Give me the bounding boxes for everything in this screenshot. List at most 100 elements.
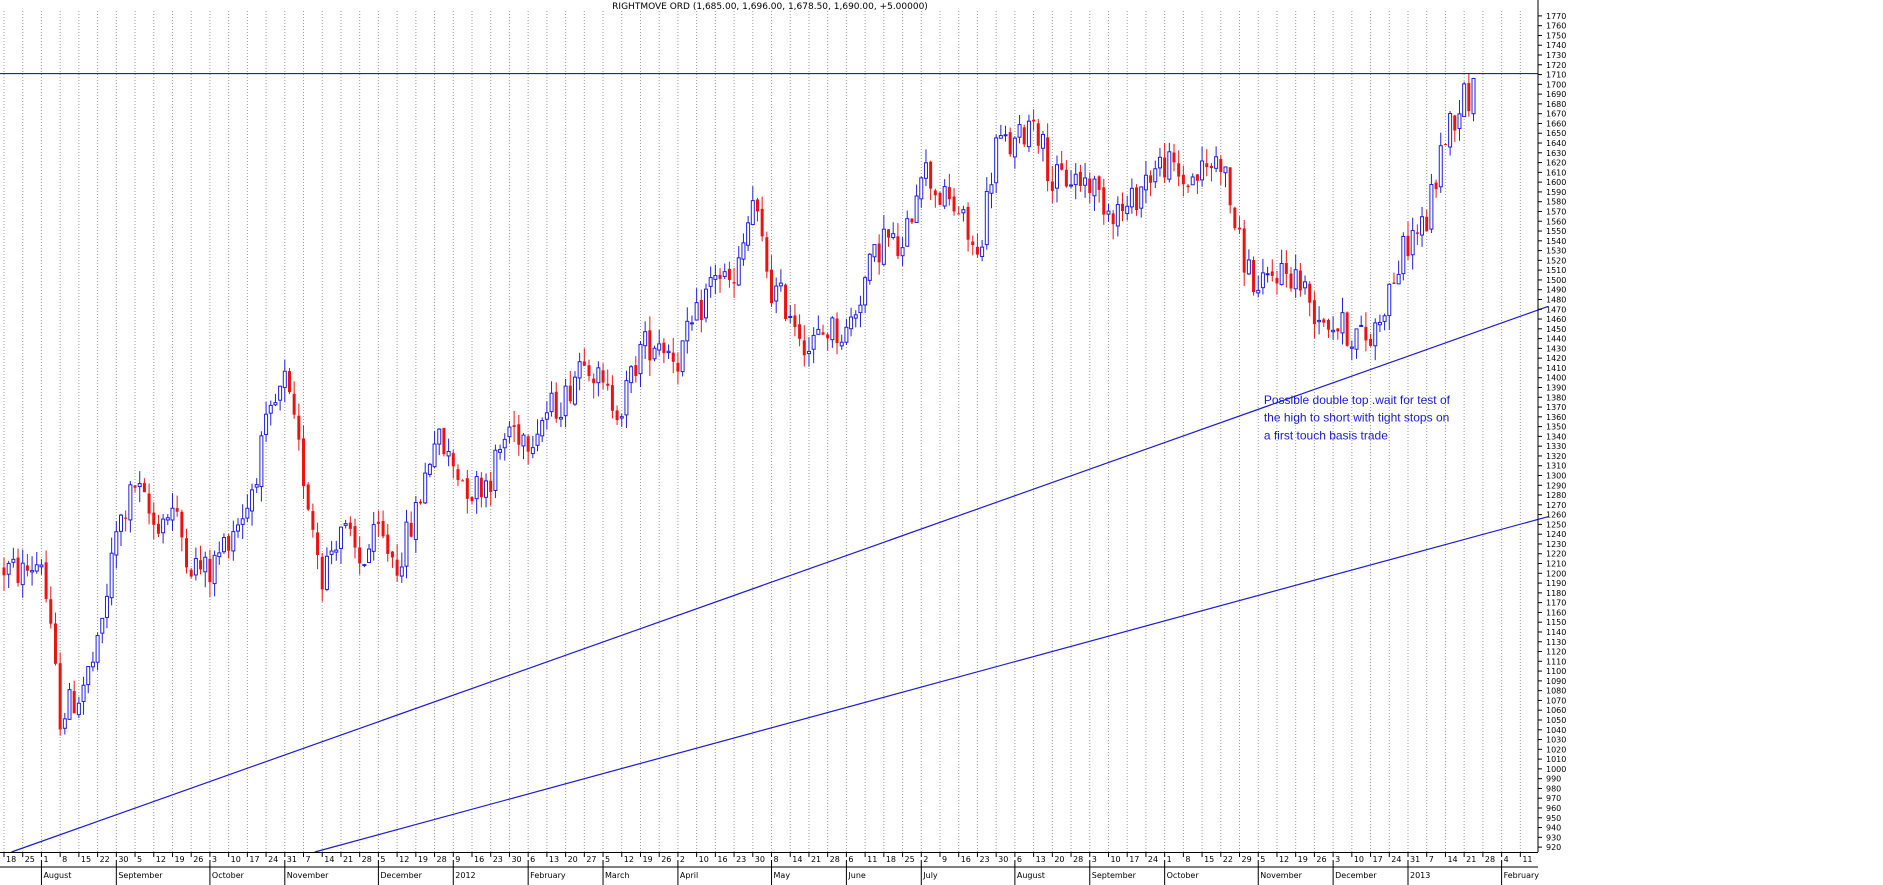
candle-body-up <box>1401 235 1406 275</box>
y-tick-label: 1770 <box>1546 12 1566 21</box>
candle-body-down <box>615 410 619 421</box>
candle-body-up <box>1429 183 1434 230</box>
x-tick-label: 19 <box>642 855 652 864</box>
y-tick-label: 1470 <box>1546 305 1566 314</box>
candle-body-down <box>770 269 774 304</box>
candle-body-down <box>1326 319 1330 330</box>
candle-body-up <box>652 347 657 360</box>
candle-body-down <box>44 562 48 599</box>
candle-body-up <box>961 209 966 214</box>
month-label: October <box>1167 871 1200 880</box>
y-tick-label: 1020 <box>1546 745 1566 754</box>
candle-body-up <box>774 285 779 302</box>
candle-body-down <box>133 485 137 488</box>
candle-body-up <box>638 343 643 375</box>
x-tick-label: 18 <box>6 855 16 864</box>
candle-body-up <box>1462 83 1467 118</box>
candle-body-up <box>619 416 624 419</box>
candle-body-down <box>180 511 184 538</box>
candle-body-down <box>1205 163 1209 168</box>
candle-body-down <box>798 324 802 339</box>
annotation-text: a first touch basis trade <box>1264 428 1388 442</box>
candle-body-up <box>20 562 25 586</box>
candle-body-up <box>95 635 100 663</box>
x-tick-label: 15 <box>81 855 91 864</box>
candle-body-down <box>1121 203 1125 211</box>
y-tick-label: 1640 <box>1546 139 1566 148</box>
x-tick-label: 5 <box>1260 855 1265 864</box>
candle-body-down <box>1322 319 1326 323</box>
candle-body-down <box>292 393 296 415</box>
x-tick-label: 20 <box>1054 855 1064 864</box>
candle-body-down <box>765 237 769 272</box>
candle-body-down <box>456 469 460 480</box>
candle-body-down <box>465 478 469 499</box>
candle-body-up <box>76 702 81 716</box>
candle-body-down <box>53 623 57 664</box>
candle-body-up <box>1200 160 1205 181</box>
candle-body-up <box>689 322 694 325</box>
candle-body-up <box>863 277 868 306</box>
candle-body-up <box>1214 156 1219 169</box>
x-tick-label: 26 <box>661 855 671 864</box>
candle-body-up <box>914 195 919 224</box>
x-tick-label: 1 <box>1167 855 1172 864</box>
y-tick-label: 1160 <box>1546 608 1566 617</box>
candle-body-down <box>25 565 29 571</box>
x-tick-label: 9 <box>455 855 460 864</box>
x-tick-label: 9 <box>942 855 947 864</box>
y-tick-label: 1480 <box>1546 295 1566 304</box>
y-tick-label: 1720 <box>1546 61 1566 70</box>
vertical-grid <box>3 11 1521 852</box>
candle-body-up <box>404 521 409 567</box>
y-tick-label: 1410 <box>1546 364 1566 373</box>
candle-body-down <box>419 501 423 504</box>
x-tick-label: 28 <box>362 855 372 864</box>
date-axis: 18 25 1 8 15 22 30 5 12 19 26 3 10 17 24 31 7 14 21 28 5 12 19… <box>0 852 1539 885</box>
candle-body-up <box>1143 174 1148 191</box>
candle-body-down <box>1434 182 1438 190</box>
annotation-text: Possible double top .wait for test of <box>1264 393 1451 407</box>
candle-body-up <box>624 380 629 416</box>
candle-body-up <box>1012 137 1017 158</box>
candle-body-up <box>980 246 985 258</box>
candle-body-down <box>287 371 291 393</box>
candle-body-down <box>1364 326 1368 341</box>
candle-body-up <box>1055 164 1059 189</box>
y-tick-label: 1490 <box>1546 286 1566 295</box>
candle-body-down <box>1270 271 1274 276</box>
x-tick-label: 16 <box>474 855 484 864</box>
candle-body-down <box>938 192 942 205</box>
candle-body-down <box>975 246 979 255</box>
y-tick-label: 1690 <box>1546 90 1566 99</box>
y-tick-label: 1390 <box>1546 383 1566 392</box>
y-tick-label: 1750 <box>1546 31 1566 40</box>
candle-body-up <box>109 552 114 599</box>
candle-body-up <box>446 450 451 457</box>
candle-body-up <box>30 570 35 573</box>
month-label: February <box>1504 871 1540 880</box>
candle-body-up <box>596 367 601 384</box>
candle-body-down <box>1443 144 1447 146</box>
candle-body-down <box>1289 273 1293 289</box>
x-tick-label: 10 <box>1110 855 1120 864</box>
candle-body-down <box>1186 185 1190 188</box>
y-tick-label: 1400 <box>1546 374 1566 383</box>
candle-body-up <box>119 514 123 532</box>
candle-body-up <box>423 472 428 504</box>
candle-body-down <box>512 425 516 427</box>
y-tick-label: 1250 <box>1546 520 1566 529</box>
y-tick-label: 1230 <box>1546 540 1566 549</box>
y-tick-label: 1380 <box>1546 393 1566 402</box>
candle-body-up <box>881 228 886 265</box>
y-tick-label: 1260 <box>1546 511 1566 520</box>
candle-body-up <box>1438 145 1443 188</box>
candle-body-up <box>493 449 498 491</box>
y-tick-label: 1700 <box>1546 80 1566 89</box>
candle-body-up <box>1331 329 1336 333</box>
candle-body-up <box>484 480 489 498</box>
candle-body-up <box>1260 272 1265 289</box>
candle-body-up <box>741 242 746 260</box>
x-tick-label: 28 <box>1485 855 1495 864</box>
candle-body-up <box>343 523 348 526</box>
